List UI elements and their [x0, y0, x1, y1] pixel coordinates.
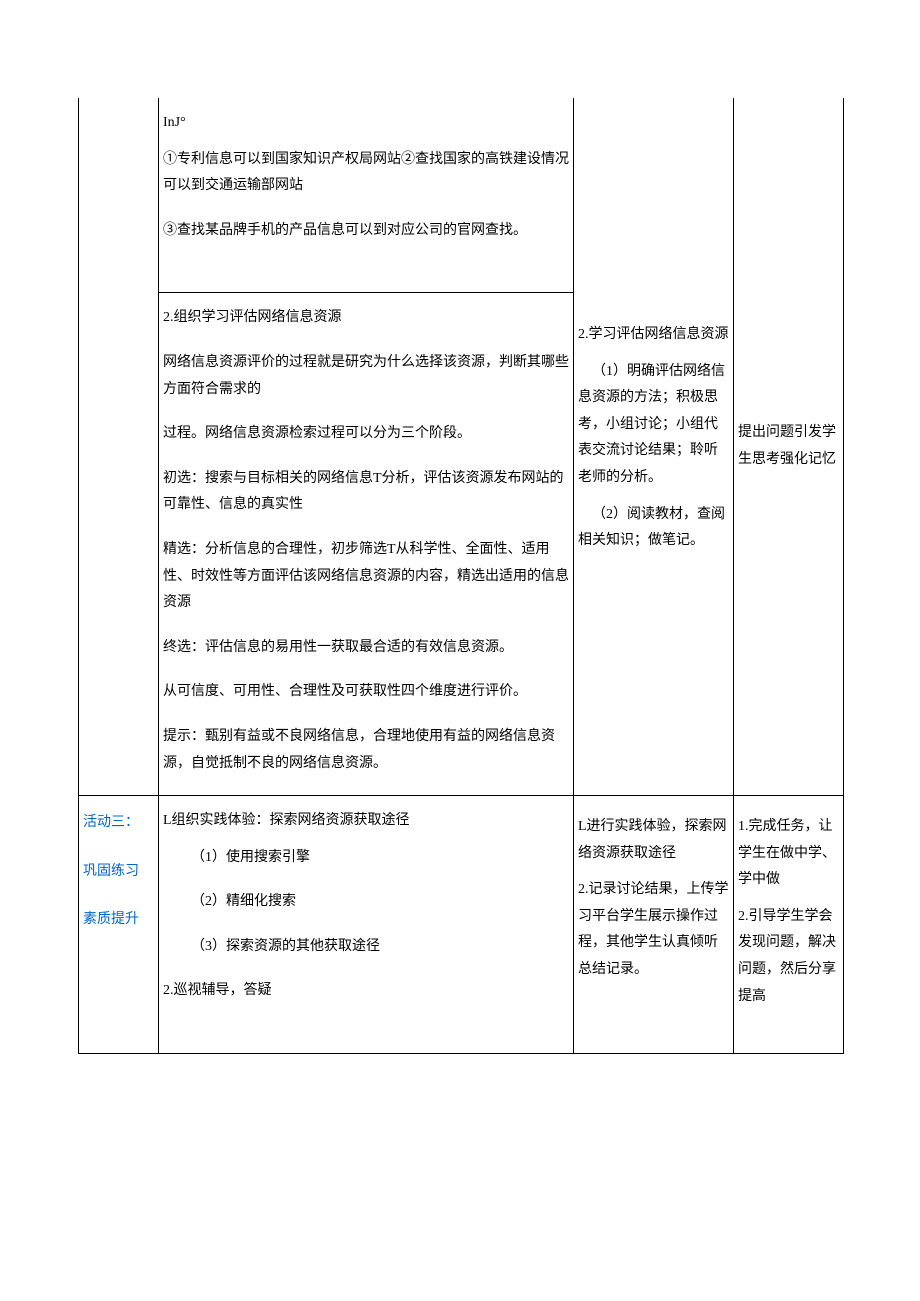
text: 提出问题引发学生思考强化记忆 [738, 420, 839, 473]
cell-col2-r3: L组织实践体验：探索网络资源获取途径 （1）使用搜索引擎 （2）精细化搜索 （3… [159, 796, 574, 1054]
text: 2.组织学习评估网络信息资源 [163, 305, 569, 332]
lesson-table: InJ° ①专利信息可以到国家知识产权局网站②查找国家的高铁建设情况可以到交通运… [78, 98, 844, 1054]
text: （1）使用搜索引擎 [163, 845, 569, 872]
text: （2）精细化搜索 [163, 889, 569, 916]
text: 1.完成任务，让学生在做中学、学中做 [738, 814, 839, 894]
activity-label: 巩固练习 [83, 859, 154, 886]
text: 2.引导学生学会发现问题，解决问题，然后分享提高 [738, 904, 839, 1010]
text: 终选：评估信息的易用性一获取最合适的有效信息资源。 [163, 635, 569, 662]
text: 提示：甄别有益或不良网络信息，合理地使用有益的网络信息资源，自觉抵制不良的网络信… [163, 724, 569, 777]
text: （3）探索资源的其他获取途径 [163, 934, 569, 961]
table-row: 活动三： 巩固练习 素质提升 L组织实践体验：探索网络资源获取途径 （1）使用搜… [79, 796, 844, 1054]
cell-col4-r3: 1.完成任务，让学生在做中学、学中做 2.引导学生学会发现问题，解决问题，然后分… [734, 796, 844, 1054]
text: （1）明确评估网络信息资源的方法；积极思考，小组讨论；小组代表交流讨论结果；聆听… [578, 359, 729, 492]
page: InJ° ①专利信息可以到国家知识产权局网站②查找国家的高铁建设情况可以到交通运… [0, 0, 920, 1301]
text: ③查找某品牌手机的产品信息可以到对应公司的官网查找。 [163, 218, 569, 245]
activity-label: 活动三： [83, 810, 154, 837]
cell-col3-r12: 2.学习评估网络信息资源 （1）明确评估网络信息资源的方法；积极思考，小组讨论；… [574, 98, 734, 796]
text: 2.学习评估网络信息资源 [578, 322, 729, 349]
text: 从可信度、可用性、合理性及可获取性四个维度进行评价。 [163, 679, 569, 706]
text: 初选：搜索与目标相关的网络信息T分析，评估该资源发布网站的可靠性、信息的真实性 [163, 466, 569, 519]
activity-label: 素质提升 [83, 907, 154, 934]
text: 2.记录讨论结果，上传学习平台学生展示操作过程，其他学生认真倾听总结记录。 [578, 877, 729, 983]
text: 网络信息资源评价的过程就是研究为什么选择该资源，判断其哪些方面符合需求的 [163, 350, 569, 403]
cell-col1-r3: 活动三： 巩固练习 素质提升 [79, 796, 159, 1054]
text: 精选：分析信息的合理性，初步筛选T从科学性、全面性、适用性、时效性等方面评估该网… [163, 537, 569, 617]
cell-col4-r12: 提出问题引发学生思考强化记忆 [734, 98, 844, 796]
cell-col3-r3: L进行实践体验，探索网络资源获取途径 2.记录讨论结果，上传学习平台学生展示操作… [574, 796, 734, 1054]
cell-col2-r2: 2.组织学习评估网络信息资源 网络信息资源评价的过程就是研究为什么选择该资源，判… [159, 293, 574, 796]
text: L组织实践体验：探索网络资源获取途径 [163, 808, 569, 835]
text: 2.巡视辅导，答疑 [163, 978, 569, 1005]
cell-col2-r1: InJ° ①专利信息可以到国家知识产权局网站②查找国家的高铁建设情况可以到交通运… [159, 98, 574, 293]
text: L进行实践体验，探索网络资源获取途径 [578, 814, 729, 867]
text: 过程。网络信息资源检索过程可以分为三个阶段。 [163, 421, 569, 448]
table-row: InJ° ①专利信息可以到国家知识产权局网站②查找国家的高铁建设情况可以到交通运… [79, 98, 844, 293]
text: （2）阅读教材，查阅相关知识；做笔记。 [578, 502, 729, 555]
text: InJ° [163, 110, 569, 137]
text: ①专利信息可以到国家知识产权局网站②查找国家的高铁建设情况可以到交通运输部网站 [163, 147, 569, 200]
cell-col1-r12 [79, 98, 159, 796]
